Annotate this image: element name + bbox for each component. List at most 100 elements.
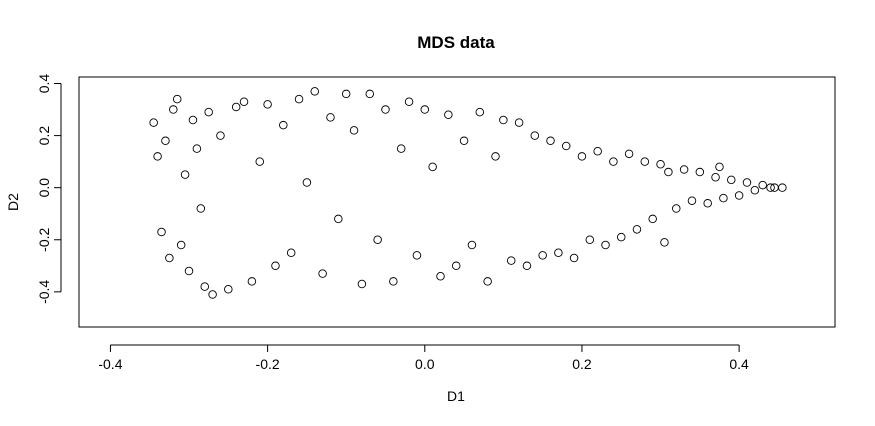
scatter-point bbox=[373, 235, 382, 245]
scatter-point bbox=[711, 173, 720, 182]
scatter-point bbox=[703, 199, 712, 208]
scatter-point bbox=[569, 253, 579, 263]
scatter-points bbox=[149, 87, 787, 299]
scatter-point bbox=[506, 256, 516, 265]
scatter-point bbox=[326, 113, 335, 122]
scatter-point bbox=[357, 279, 367, 289]
scatter-point bbox=[648, 214, 657, 224]
x-tick-label: -0.4 bbox=[98, 356, 122, 372]
scatter-point bbox=[695, 167, 705, 177]
scatter-point bbox=[200, 282, 209, 291]
scatter-point bbox=[161, 136, 170, 146]
scatter-point bbox=[672, 204, 681, 213]
scatter-point bbox=[302, 178, 312, 187]
scatter-point bbox=[750, 186, 760, 195]
scatter-point bbox=[169, 105, 178, 114]
plot-area-frame bbox=[78, 76, 836, 328]
scatter-point bbox=[396, 144, 406, 153]
scatter-point bbox=[766, 183, 775, 192]
x-tick-label: 0.2 bbox=[572, 356, 592, 372]
scatter-point bbox=[514, 118, 524, 127]
scatter-point bbox=[279, 120, 288, 130]
y-axis: -0.4 -0.2 0.0 0.2 0.4 bbox=[36, 74, 62, 304]
scatter-point bbox=[157, 227, 166, 237]
scatter-point bbox=[719, 193, 728, 203]
scatter-point bbox=[715, 162, 724, 172]
scatter-point bbox=[475, 107, 485, 117]
y-tick-label: 0.4 bbox=[36, 74, 52, 94]
scatter-point bbox=[609, 157, 618, 166]
scatter-point bbox=[412, 251, 422, 260]
scatter-point bbox=[224, 284, 233, 294]
scatter-point bbox=[231, 102, 241, 112]
scatter-point bbox=[420, 105, 430, 114]
x-tick-label: -0.2 bbox=[256, 356, 280, 372]
scatter-point bbox=[483, 277, 492, 286]
scatter-point bbox=[381, 105, 390, 114]
scatter-point bbox=[727, 175, 736, 185]
scatter-point bbox=[318, 269, 327, 278]
scatter-point bbox=[208, 290, 217, 299]
scatter-point bbox=[176, 240, 186, 250]
scatter-point bbox=[561, 141, 571, 151]
scatter-point bbox=[271, 261, 280, 271]
x-tick-label: 0.0 bbox=[415, 356, 435, 372]
scatter-point bbox=[585, 235, 595, 245]
scatter-point bbox=[404, 97, 414, 106]
scatter-point bbox=[554, 248, 563, 258]
scatter-point bbox=[188, 115, 198, 125]
scatter-point bbox=[660, 238, 669, 247]
scatter-point bbox=[601, 240, 610, 250]
scatter-point bbox=[310, 87, 320, 96]
scatter-point bbox=[172, 94, 182, 104]
scatter-point bbox=[255, 157, 264, 166]
y-tick-label: 0.2 bbox=[36, 126, 52, 146]
chart-title: MDS data bbox=[417, 33, 495, 52]
scatter-point bbox=[444, 110, 453, 120]
scatter-point bbox=[192, 144, 202, 153]
scatter-point bbox=[593, 146, 602, 156]
scatter-point bbox=[491, 152, 500, 161]
scatter-point bbox=[451, 261, 461, 271]
scatter-point bbox=[428, 162, 437, 172]
scatter-point bbox=[294, 94, 304, 104]
y-tick-label: 0.0 bbox=[36, 178, 52, 198]
scatter-point bbox=[538, 251, 547, 260]
scatter-point bbox=[216, 131, 225, 140]
x-axis-title: D1 bbox=[447, 388, 465, 404]
scatter-point bbox=[263, 100, 272, 109]
scatter-point bbox=[349, 126, 359, 135]
scatter-point bbox=[247, 277, 257, 286]
scatter-point bbox=[758, 180, 767, 190]
scatter-point bbox=[679, 165, 689, 174]
scatter-point bbox=[389, 277, 398, 286]
scatter-point bbox=[153, 152, 162, 161]
scatter-point bbox=[204, 107, 213, 117]
scatter-point bbox=[467, 240, 477, 250]
scatter-point bbox=[184, 266, 194, 276]
scatter-point bbox=[577, 152, 587, 161]
scatter-point bbox=[365, 89, 375, 99]
scatter-point bbox=[334, 214, 343, 224]
scatter-point bbox=[180, 170, 190, 179]
y-axis-title: D2 bbox=[5, 193, 21, 211]
scatter-point bbox=[742, 178, 752, 187]
scatter-point bbox=[687, 196, 697, 205]
scatter-point bbox=[546, 136, 555, 146]
scatter-point bbox=[436, 271, 445, 281]
scatter-point bbox=[149, 118, 158, 127]
scatter-point bbox=[530, 131, 540, 140]
y-tick-label: -0.2 bbox=[36, 227, 52, 251]
scatter-point bbox=[656, 159, 665, 169]
scatter-point bbox=[617, 232, 626, 242]
scatter-point bbox=[664, 167, 673, 177]
scatter-point bbox=[459, 136, 469, 146]
scatter-point bbox=[499, 115, 508, 125]
scatter-point bbox=[640, 157, 650, 166]
scatter-point bbox=[632, 225, 642, 234]
scatter-point bbox=[341, 89, 351, 99]
scatter-point bbox=[778, 183, 787, 192]
scatter-point bbox=[196, 204, 206, 213]
